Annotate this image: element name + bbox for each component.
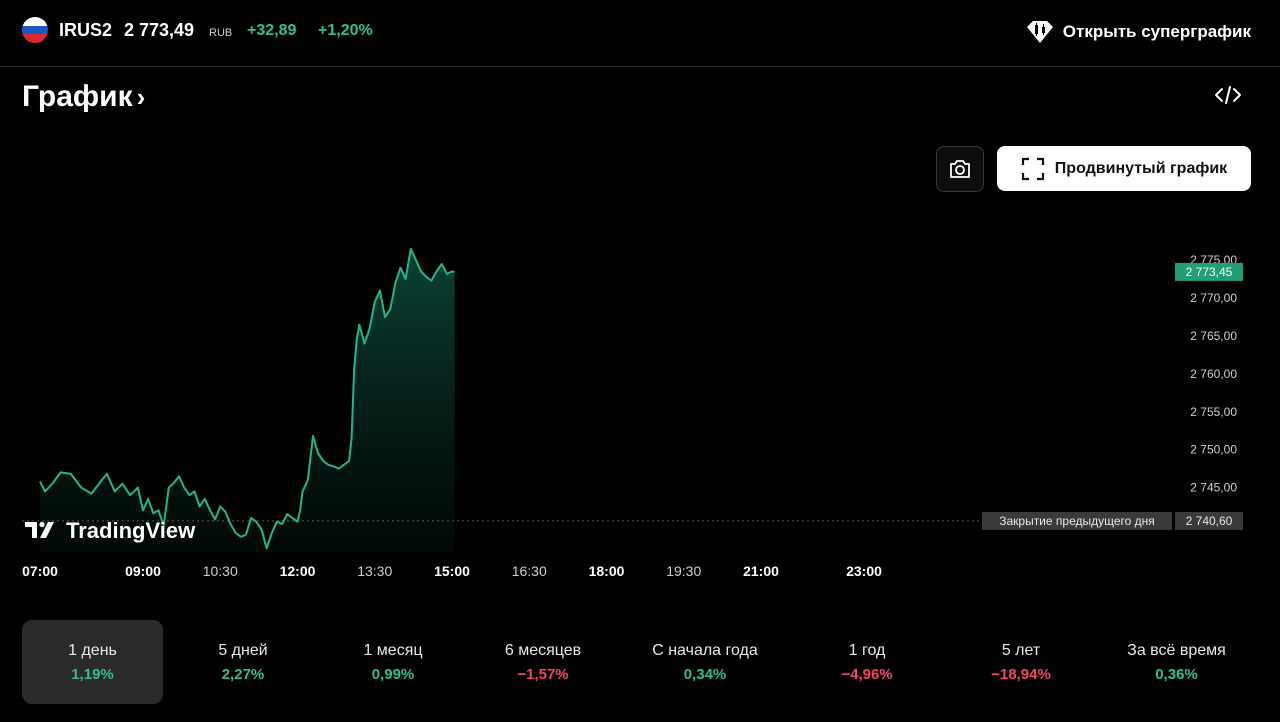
open-supergraph-button[interactable]: Открыть суперграфик bbox=[1025, 18, 1251, 46]
period-change-value: 0,36% bbox=[1155, 665, 1198, 683]
period-change-value: −1,57% bbox=[517, 665, 569, 683]
price-chart[interactable]: 2 775,00 2 770,00 2 765,00 2 760,00 2 755,00… bbox=[0, 200, 1280, 600]
top-bar: IRUS2 2 773,49 RUB +32,89 +1,20% Открыть… bbox=[0, 0, 1280, 67]
period-option[interactable]: 1 месяц 0,99% bbox=[323, 620, 463, 704]
period-change-value: 2,27% bbox=[221, 665, 265, 683]
x-tick-label: 18:00 bbox=[589, 563, 625, 579]
advanced-chart-button[interactable]: Продвинутый график bbox=[997, 146, 1251, 191]
period-label: 1 год bbox=[848, 641, 886, 659]
code-embed-icon[interactable] bbox=[1214, 84, 1242, 106]
x-tick-label: 12:00 bbox=[280, 563, 316, 579]
x-tick-label: 13:30 bbox=[357, 563, 392, 579]
russia-flag-icon bbox=[22, 17, 48, 43]
period-label: 1 месяц bbox=[363, 641, 423, 659]
y-tick-label: 2 745,00 bbox=[1190, 481, 1237, 495]
period-option[interactable]: С начала года 0,34% bbox=[623, 620, 787, 704]
price-change-absolute: +32,89 bbox=[247, 22, 297, 39]
x-tick-label: 09:00 bbox=[125, 563, 161, 579]
x-tick-label: 21:00 bbox=[743, 563, 779, 579]
advanced-chart-label: Продвинутый график bbox=[1054, 159, 1228, 177]
period-label: С начала года bbox=[652, 641, 758, 659]
period-change-value: −4,96% bbox=[841, 665, 893, 683]
period-option[interactable]: За всё время 0,36% bbox=[1095, 620, 1258, 704]
period-label: 5 лет bbox=[1001, 641, 1041, 659]
prev-close-label: Закрытие предыдущего дня bbox=[999, 514, 1155, 528]
period-change-value: 0,34% bbox=[683, 665, 727, 683]
period-label: 6 месяцев bbox=[504, 641, 582, 659]
expand-frame-icon bbox=[1021, 157, 1044, 180]
period-change-value: −18,94% bbox=[991, 665, 1051, 683]
price-line bbox=[39, 247, 455, 550]
ticker-symbol: IRUS2 bbox=[59, 20, 113, 40]
x-tick-label: 23:00 bbox=[846, 563, 882, 579]
period-option[interactable]: 6 месяцев −1,57% bbox=[463, 620, 623, 704]
screenshot-button[interactable] bbox=[936, 146, 984, 192]
x-tick-label: 16:30 bbox=[512, 563, 547, 579]
camera-icon bbox=[950, 160, 970, 178]
period-selector: 1 день 1,19% 5 дней 2,27% 1 месяц 0,99% 6 меся… bbox=[22, 620, 1258, 704]
period-label: За всё время bbox=[1127, 641, 1226, 659]
x-tick-label: 19:30 bbox=[666, 563, 701, 579]
period-option[interactable]: 5 лет −18,94% bbox=[947, 620, 1095, 704]
y-tick-label: 2 760,00 bbox=[1190, 367, 1237, 381]
chevron-right-icon: › bbox=[136, 81, 146, 112]
price-change-percent: +1,20% bbox=[318, 22, 373, 39]
open-supergraph-label: Открыть суперграфик bbox=[1062, 22, 1251, 41]
price-area-fill bbox=[40, 248, 455, 553]
period-option[interactable]: 1 год −4,96% bbox=[787, 620, 947, 704]
currency-label: RUB bbox=[209, 27, 233, 39]
prev-close-value-box bbox=[1175, 511, 1243, 530]
period-label: 1 день bbox=[68, 641, 117, 659]
current-price-tag-label: 2 773,45 bbox=[1186, 265, 1233, 279]
current-price: 2 773,49 bbox=[124, 20, 195, 40]
x-tick-label: 07:00 bbox=[22, 563, 58, 579]
chart-section-link[interactable]: График › bbox=[22, 80, 145, 114]
section-title: График bbox=[22, 80, 133, 113]
period-change-value: 0,99% bbox=[371, 665, 415, 683]
price-chart-svg: 2 775,002 770,002 765,002 760,002 755,00… bbox=[22, 247, 1243, 579]
period-change-value: 1,19% bbox=[71, 665, 114, 683]
x-tick-label: 15:00 bbox=[434, 563, 470, 579]
current-price-tag bbox=[1175, 262, 1243, 281]
y-tick-label: 2 755,00 bbox=[1190, 405, 1237, 419]
period-label: 5 дней bbox=[218, 641, 268, 659]
diamond-candles-icon bbox=[1026, 21, 1053, 43]
prev-close-label-box bbox=[982, 511, 1172, 530]
y-tick-label: 2 770,00 bbox=[1190, 291, 1237, 305]
y-tick-label: 2 765,00 bbox=[1190, 329, 1237, 343]
y-tick-label: 2 750,00 bbox=[1190, 443, 1237, 457]
prev-close-value: 2 740,60 bbox=[1186, 514, 1233, 528]
period-option[interactable]: 5 дней 2,27% bbox=[163, 620, 323, 704]
x-tick-label: 10:30 bbox=[203, 563, 238, 579]
tradingview-wordmark: TradingView bbox=[66, 518, 196, 543]
period-option[interactable]: 1 день 1,19% bbox=[22, 620, 163, 704]
tradingview-logo: TradingView bbox=[25, 518, 196, 543]
